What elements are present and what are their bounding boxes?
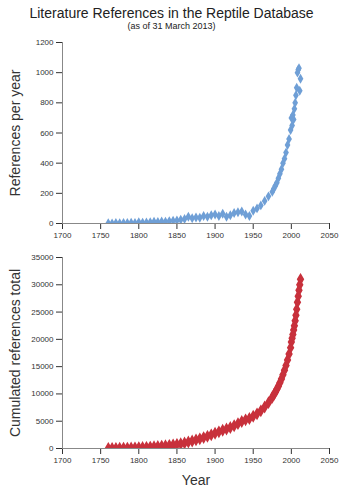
svg-text:1750: 1750 xyxy=(92,231,110,240)
svg-text:1950: 1950 xyxy=(244,231,262,240)
html-text:(as of 31 March 2013): (as of 31 March 2013) xyxy=(127,21,216,31)
svg-text:0: 0 xyxy=(49,219,54,228)
html-text:Literature References in the R: Literature References in the Reptile Dat… xyxy=(29,5,314,21)
svg-text:1900: 1900 xyxy=(206,456,224,465)
svg-text:1200: 1200 xyxy=(36,38,54,47)
svg-text:1000: 1000 xyxy=(36,68,54,77)
svg-text:200: 200 xyxy=(40,189,54,198)
svg-text:1850: 1850 xyxy=(168,456,186,465)
svg-text:2050: 2050 xyxy=(321,231,339,240)
svg-text:25000: 25000 xyxy=(31,308,54,317)
svg-text:600: 600 xyxy=(40,129,54,138)
svg-text:1800: 1800 xyxy=(130,231,148,240)
svg-text:800: 800 xyxy=(40,98,54,107)
svg-text:1800: 1800 xyxy=(130,456,148,465)
svg-text:1950: 1950 xyxy=(244,456,262,465)
svg-text:30000: 30000 xyxy=(31,280,54,289)
svg-text:2000: 2000 xyxy=(282,456,300,465)
svg-text:10000: 10000 xyxy=(31,389,54,398)
svg-text:2000: 2000 xyxy=(282,231,300,240)
svg-text:15000: 15000 xyxy=(31,362,54,371)
svg-text:References per year: References per year xyxy=(7,69,23,196)
svg-text:Year: Year xyxy=(182,472,211,488)
svg-text:2050: 2050 xyxy=(321,456,339,465)
svg-text:1700: 1700 xyxy=(54,456,72,465)
svg-text:20000: 20000 xyxy=(31,335,54,344)
svg-text:1750: 1750 xyxy=(92,456,110,465)
svg-text:35000: 35000 xyxy=(31,253,54,262)
svg-text:1850: 1850 xyxy=(168,231,186,240)
svg-text:5000: 5000 xyxy=(36,417,54,426)
svg-text:Cumulated references total: Cumulated references total xyxy=(7,269,23,437)
svg-text:0: 0 xyxy=(49,444,54,453)
svg-text:1900: 1900 xyxy=(206,231,224,240)
svg-text:1700: 1700 xyxy=(54,231,72,240)
svg-text:400: 400 xyxy=(40,159,54,168)
